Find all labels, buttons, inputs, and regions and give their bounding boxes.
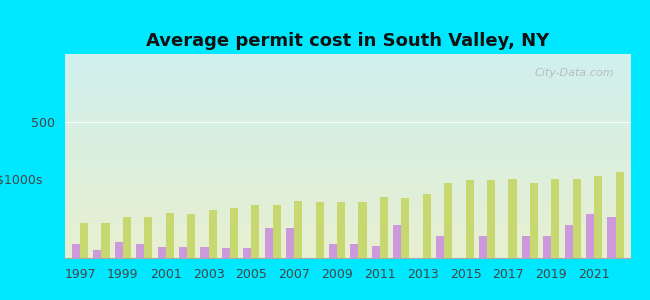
Bar — [594, 176, 602, 258]
Bar — [586, 214, 594, 258]
Bar — [80, 223, 88, 258]
Bar — [530, 183, 538, 258]
Bar — [543, 236, 551, 258]
Bar — [337, 202, 345, 258]
Bar — [393, 225, 401, 258]
Bar — [200, 247, 209, 258]
Bar — [487, 181, 495, 258]
Bar — [144, 217, 152, 258]
Bar — [94, 250, 101, 258]
Bar — [243, 248, 252, 258]
Bar — [230, 208, 238, 258]
Title: Average permit cost in South Valley, NY: Average permit cost in South Valley, NY — [146, 32, 549, 50]
Bar — [422, 194, 431, 258]
Bar — [436, 236, 444, 258]
Bar — [136, 244, 144, 258]
Bar — [123, 217, 131, 258]
Bar — [380, 197, 388, 258]
Bar — [401, 198, 410, 258]
Bar — [265, 228, 273, 258]
Bar — [294, 201, 302, 258]
Bar — [252, 205, 259, 258]
Bar — [114, 242, 123, 258]
Bar — [564, 225, 573, 258]
Bar — [350, 244, 358, 258]
Bar — [551, 179, 560, 258]
Bar — [72, 244, 80, 258]
Bar — [286, 228, 294, 258]
Bar — [101, 223, 110, 258]
Y-axis label: $1000s: $1000s — [0, 174, 42, 187]
Bar — [465, 181, 474, 258]
Bar — [179, 247, 187, 258]
Bar — [607, 217, 616, 258]
Bar — [166, 213, 174, 258]
Bar — [573, 179, 581, 258]
Bar — [316, 202, 324, 258]
Bar — [479, 236, 487, 258]
Bar — [522, 236, 530, 258]
Bar — [444, 183, 452, 258]
Bar — [616, 172, 623, 258]
Bar — [329, 244, 337, 258]
Bar — [157, 247, 166, 258]
Bar — [372, 246, 380, 258]
Bar — [209, 210, 216, 258]
Bar — [222, 248, 230, 258]
Text: City-Data.com: City-Data.com — [534, 68, 614, 78]
Bar — [187, 214, 195, 258]
Bar — [358, 202, 367, 258]
Bar — [273, 205, 281, 258]
Bar — [508, 179, 517, 258]
